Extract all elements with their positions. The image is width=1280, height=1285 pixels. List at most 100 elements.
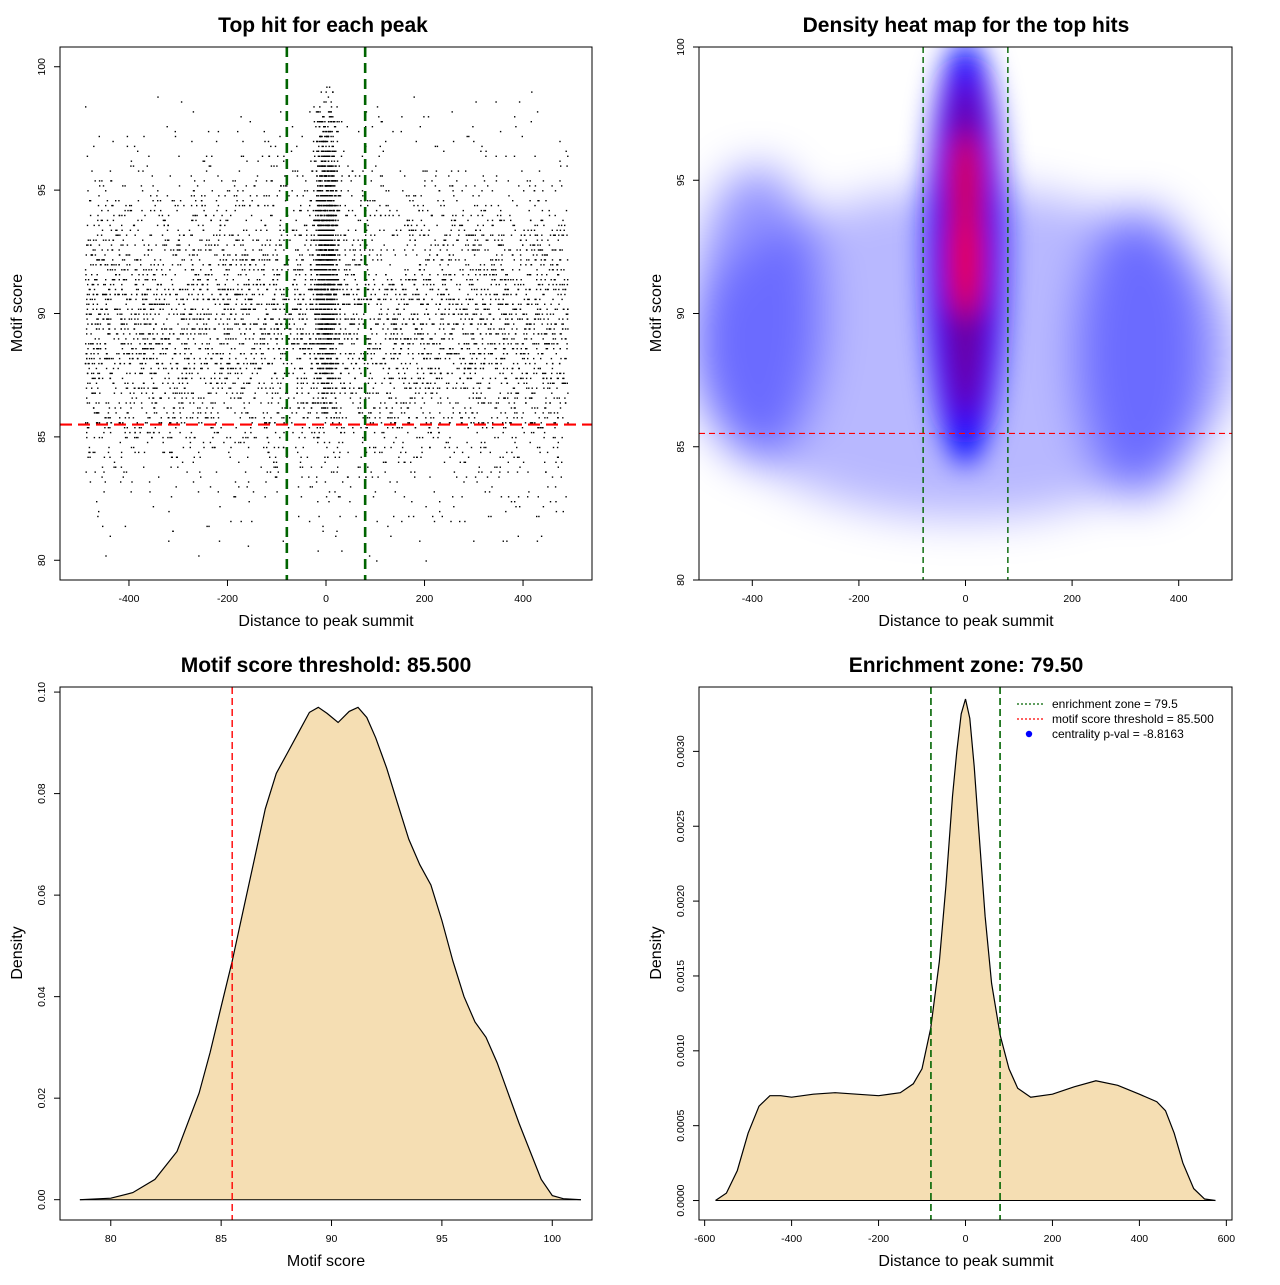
scatter-point — [306, 190, 309, 192]
scatter-point — [418, 264, 421, 266]
scatter-point — [405, 303, 408, 305]
scatter-point — [216, 362, 218, 365]
scatter-point — [388, 338, 391, 340]
scatter-point — [348, 333, 350, 335]
scatter-point — [488, 313, 490, 315]
scatter-point — [534, 412, 537, 414]
scatter-point — [193, 249, 195, 251]
scatter-point — [222, 259, 225, 261]
scatter-point — [270, 338, 272, 340]
scatter-point — [198, 259, 201, 261]
scatter-point — [334, 491, 336, 493]
scatter-point — [273, 461, 275, 463]
scatter-point — [109, 224, 111, 227]
scatter-point — [516, 456, 519, 458]
scatter-point — [146, 165, 148, 167]
scatter-point — [190, 392, 193, 394]
scatter-point — [295, 412, 298, 414]
scatter-point — [564, 402, 567, 404]
scatter-point — [207, 279, 209, 281]
scatter-point — [558, 303, 560, 305]
scatter-point — [363, 298, 365, 301]
scatter-point — [303, 417, 305, 419]
scatter-point — [296, 283, 298, 286]
scatter-point — [372, 387, 375, 389]
scatter-point — [163, 224, 165, 227]
scatter-point — [249, 264, 252, 266]
scatter-point — [507, 397, 509, 399]
scatter-point — [279, 397, 282, 399]
scatter-point — [323, 407, 325, 409]
scatter-point — [276, 254, 278, 256]
scatter-point — [146, 288, 148, 291]
scatter-point — [504, 333, 506, 335]
scatter-point — [448, 175, 450, 177]
scatter-point — [408, 229, 410, 231]
scatter-point — [175, 293, 177, 296]
scatter-point — [141, 372, 143, 375]
scatter-point — [252, 283, 255, 286]
scatter-point — [521, 318, 523, 320]
scatter-point — [202, 318, 205, 320]
scatter-point — [510, 343, 512, 345]
scatter-point — [383, 436, 386, 439]
scatter-point — [352, 249, 355, 251]
scatter-point — [517, 382, 520, 384]
scatter-point — [163, 219, 165, 222]
scatter-point — [173, 313, 175, 315]
scatter-point — [321, 357, 323, 360]
scatter-point — [476, 328, 479, 330]
scatter-point — [460, 417, 462, 419]
scatter-point — [153, 264, 155, 266]
scatter-point — [558, 318, 560, 320]
scatter-point — [515, 308, 518, 310]
scatter-point — [92, 348, 95, 350]
scatter-point — [557, 377, 559, 380]
scatter-point — [240, 318, 242, 320]
scatter-point — [256, 372, 258, 375]
scatter-point — [555, 288, 557, 291]
scatter-point — [106, 219, 109, 222]
scatter-point — [95, 367, 98, 370]
scatter-point — [105, 190, 107, 192]
scatter-point — [344, 328, 347, 330]
scatter-point — [323, 431, 325, 434]
scatter-point — [424, 249, 426, 251]
scatter-point — [237, 377, 239, 380]
scatter-point — [361, 441, 364, 444]
scatter-point — [260, 328, 263, 330]
scatter-point — [130, 313, 133, 315]
scatter-point — [110, 357, 113, 360]
scatter-point — [476, 357, 478, 360]
scatter-point — [216, 234, 218, 236]
scatter-point — [209, 264, 212, 266]
scatter-point — [407, 407, 410, 409]
scatter-point — [373, 431, 376, 434]
scatter-point — [294, 298, 296, 301]
scatter-point — [549, 382, 552, 384]
scatter-point — [545, 471, 547, 473]
scatter-point — [301, 392, 303, 394]
scatter-point — [105, 402, 107, 404]
scatter-point — [101, 476, 103, 478]
scatter-point — [450, 520, 452, 523]
scatter-point — [283, 293, 285, 296]
scatter-point — [339, 204, 341, 207]
scatter-point — [238, 328, 241, 330]
scatter-point — [377, 476, 379, 478]
scatter-point — [273, 357, 276, 360]
scatter-point — [146, 431, 149, 434]
scatter-point — [526, 348, 528, 350]
scatter-point — [543, 377, 545, 380]
scatter-point — [465, 412, 467, 414]
scatter-point — [95, 328, 98, 330]
scatter-point — [86, 431, 88, 434]
scatter-point — [442, 318, 444, 320]
scatter-point — [393, 313, 395, 315]
scatter-point — [510, 501, 513, 503]
scatter-point — [545, 200, 547, 202]
scatter-point — [369, 392, 371, 394]
scatter-point — [204, 412, 207, 414]
scatter-point — [328, 116, 331, 118]
scatter-point — [536, 348, 538, 350]
